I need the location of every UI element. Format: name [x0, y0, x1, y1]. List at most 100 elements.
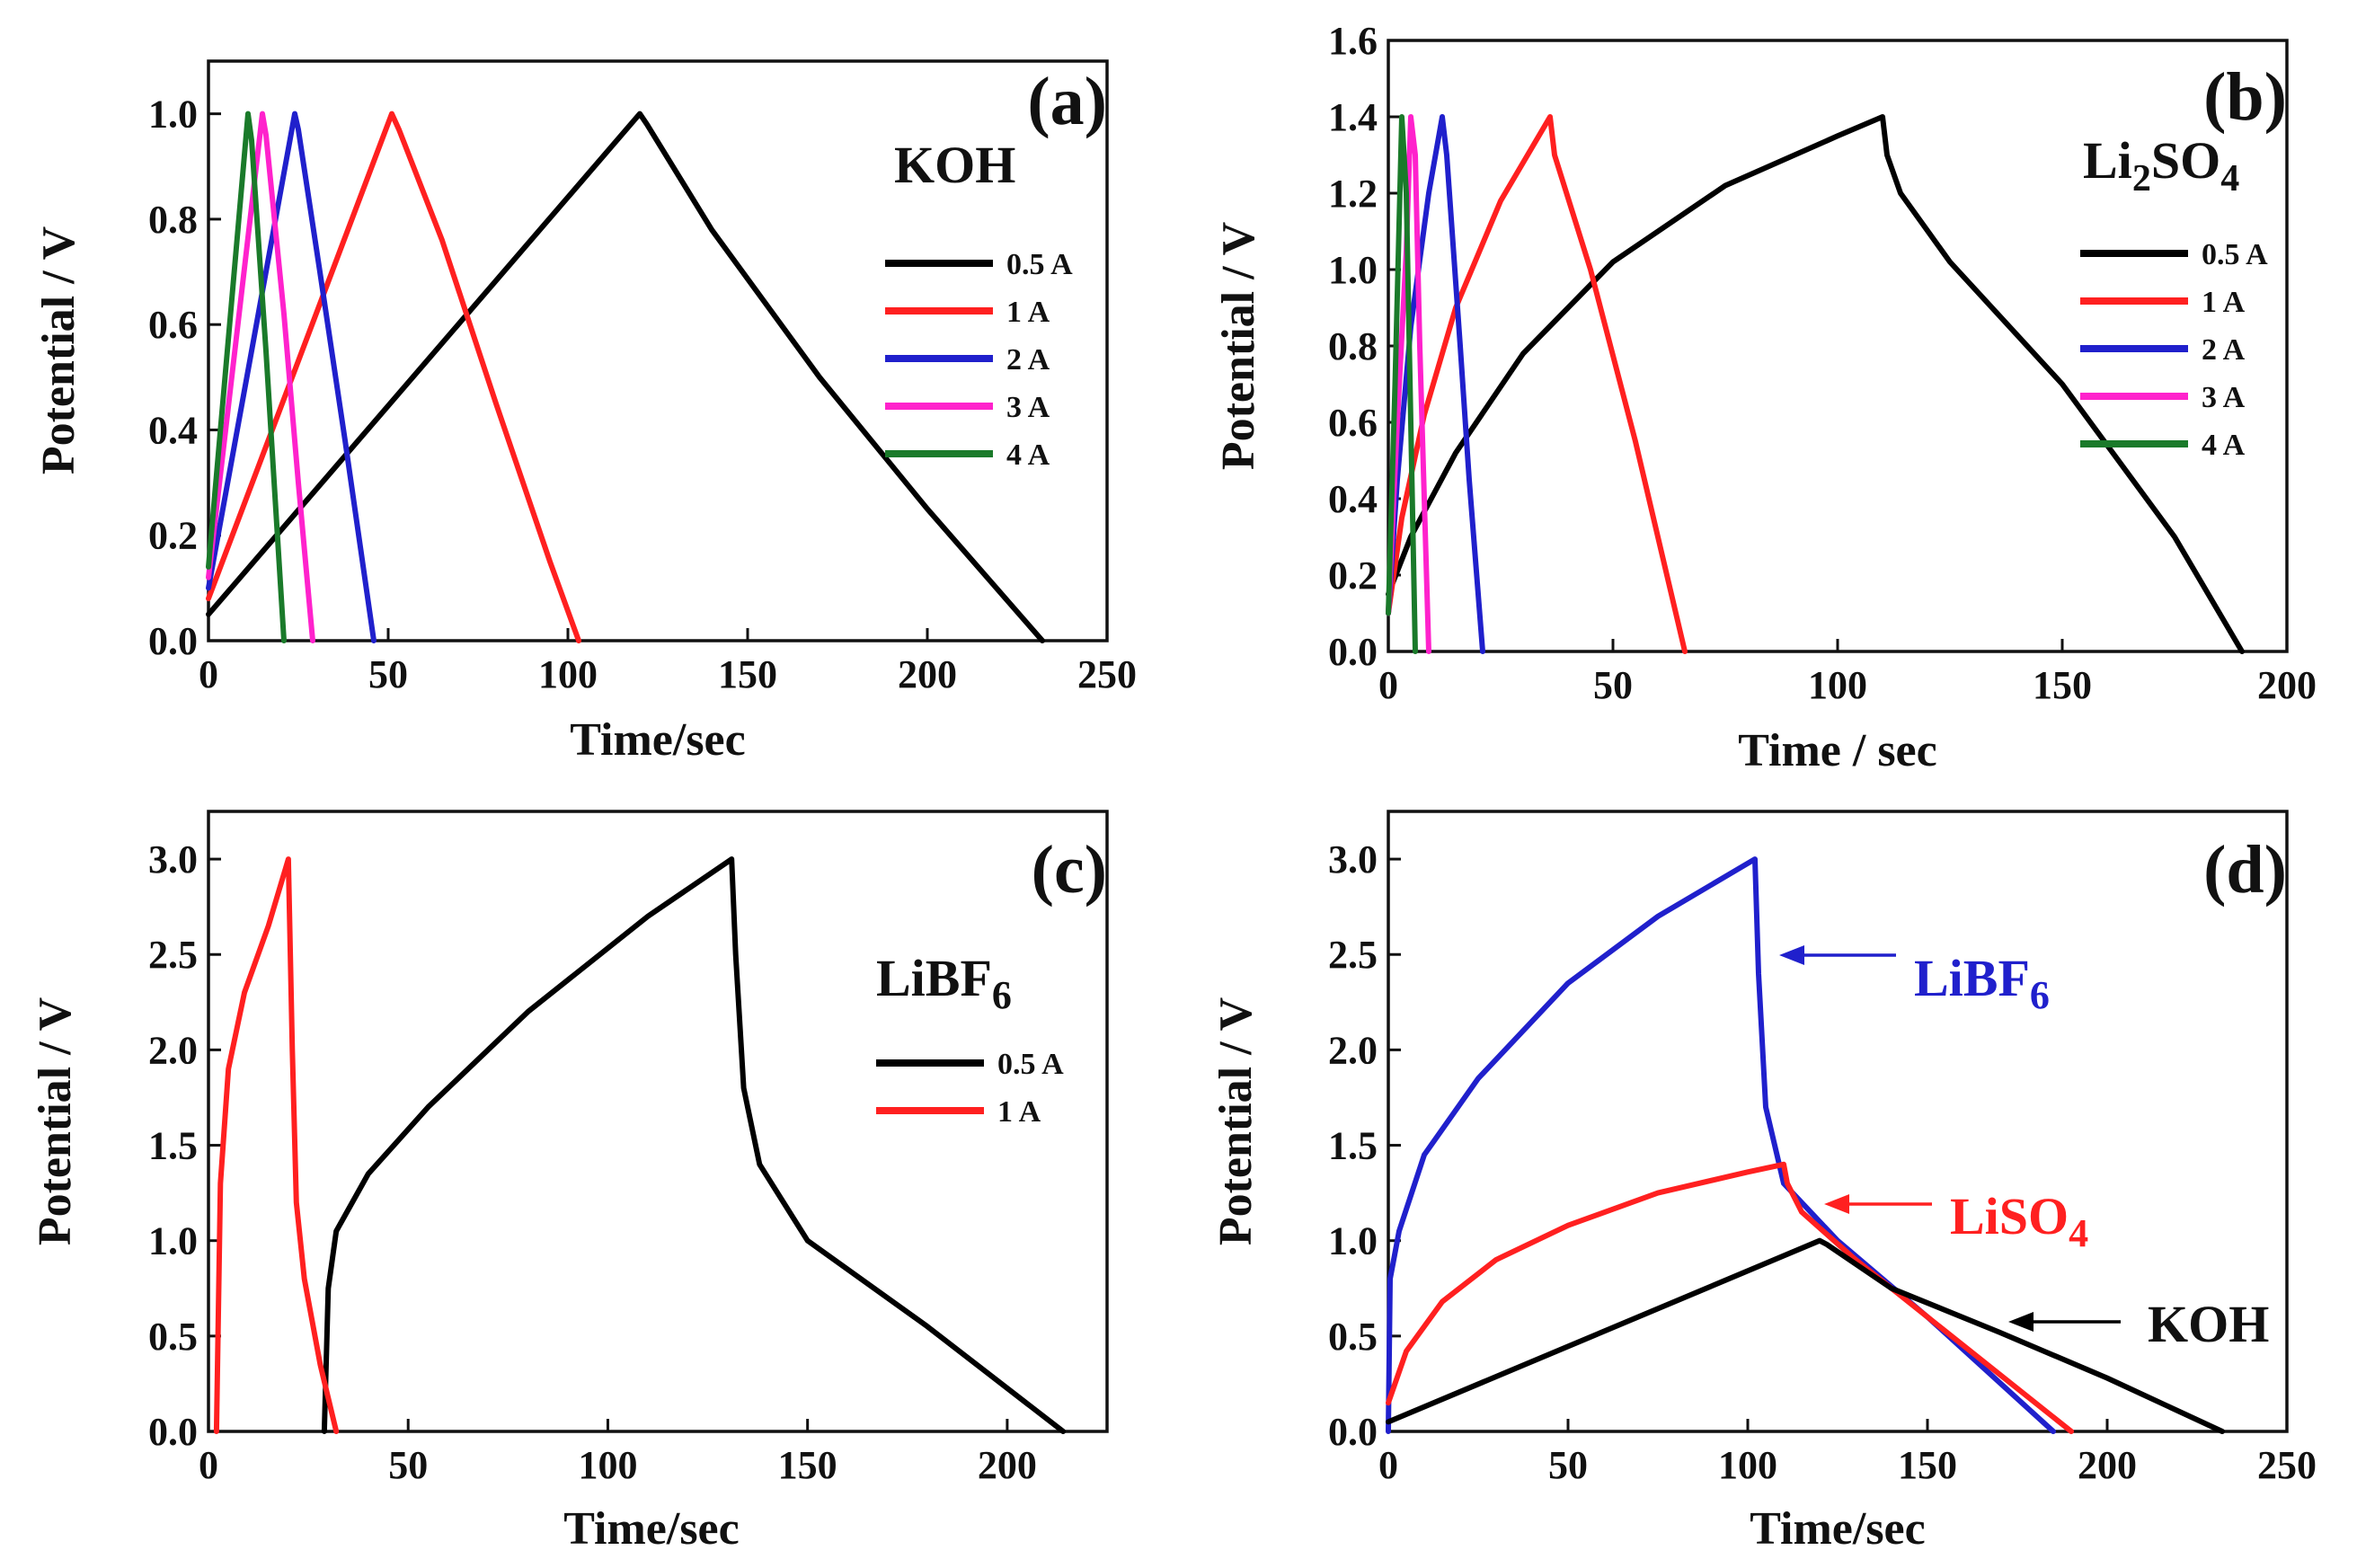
arrow-head-icon: [1779, 945, 1804, 965]
plot-frame: [207, 59, 1109, 642]
legend-label: 2 A: [1006, 343, 1050, 376]
electrolyte-label: Li2SO4: [2083, 131, 2239, 199]
x-axis-title: Time/sec: [1750, 1503, 1925, 1555]
y-tick-label: 0.4: [148, 408, 198, 452]
series-line-0.5a: [321, 856, 1067, 1434]
x-tick-label: 200: [2257, 663, 2317, 707]
legend-label: 0.5 A: [997, 1048, 1064, 1081]
electrolyte-subscript-2: 4: [2220, 158, 2239, 199]
legend-item: 2 A: [2080, 333, 2246, 367]
series-line-2a: [206, 111, 377, 643]
annotation-name: LiSO: [1950, 1187, 2069, 1245]
y-tick-label: 1.2: [1328, 172, 1378, 216]
y-tick-label: 1.6: [1328, 19, 1378, 63]
legend-label: 1 A: [2202, 286, 2246, 319]
x-tick-label: 0: [1378, 1443, 1398, 1487]
y-tick-label: 0.8: [148, 198, 198, 242]
annotation-name: LiBF: [1914, 949, 2030, 1007]
electrolyte-subscript-1: 2: [2132, 158, 2151, 199]
x-tick-label: 250: [2257, 1443, 2317, 1487]
y-tick-labels: 0.0 0.2 0.4 0.6 0.8 1.0 1.2 1.4 1.6: [1328, 19, 1378, 674]
x-axis-title: Time/sec: [570, 714, 745, 766]
legend-label: 1 A: [997, 1095, 1041, 1129]
x-tick-labels: 0 50 100 150 200: [1378, 663, 2317, 707]
electrolyte-name: KOH: [894, 136, 1015, 194]
series-line-0.5a: [1386, 114, 2245, 654]
legend-item: 0.5 A: [885, 248, 1073, 281]
panel-label: (b): [2203, 59, 2287, 135]
panel-label: (a): [1027, 64, 1107, 139]
legend-label: 0.5 A: [2202, 238, 2268, 271]
legend-label: 3 A: [1006, 391, 1050, 424]
plot-frame: [1387, 810, 2289, 1433]
series-line-1a: [213, 856, 340, 1434]
panel-a-chart: 0 50 100 150 200 250 0.0 0.2 0.4 0.6 0.8 1.0 Time/…: [33, 59, 1137, 766]
y-tick-label: 0.0: [1328, 630, 1378, 674]
plot-frame: [207, 810, 1109, 1433]
series-lines: [1386, 114, 2245, 654]
arrow-head-icon: [1824, 1194, 1849, 1214]
panel-c-chart: 0 50 100 150 200 0.0 0.5 1.0 1.5 2.0 2.5 3.0 Time/…: [30, 810, 1109, 1555]
legend-item: 0.5 A: [2080, 238, 2268, 271]
x-tick-label: 150: [1898, 1443, 1957, 1487]
annotation-koh: KOH: [2008, 1295, 2269, 1353]
x-tick-label: 250: [1077, 652, 1137, 696]
series-lines: [1386, 856, 2225, 1434]
series-line-4a: [1386, 114, 1418, 654]
x-axis-title: Time / sec: [1738, 725, 1936, 776]
electrolyte-label: KOH: [894, 136, 1015, 194]
panel-label: (d): [2203, 832, 2287, 908]
legend-item: 3 A: [885, 391, 1050, 424]
annotation-label: LiBF6: [1914, 949, 2050, 1017]
legend-item: 2 A: [885, 343, 1050, 376]
electrolyte-name-part1: Li: [2083, 131, 2132, 190]
annotation-label: KOH: [2148, 1295, 2269, 1353]
annotation-subscript: 6: [2030, 973, 2050, 1017]
series-line-koh: [1386, 1237, 2225, 1434]
y-tick-label: 1.0: [1328, 248, 1378, 292]
legend: 0.5 A 1 A: [876, 1048, 1064, 1129]
y-axis-title: Potential / V: [30, 997, 81, 1245]
x-tick-label: 150: [778, 1443, 837, 1487]
series-line-libf6: [1386, 856, 2056, 1434]
series-line-1a: [206, 111, 581, 643]
arrow-head-icon: [2008, 1312, 2034, 1332]
y-tick-label: 0.4: [1328, 477, 1378, 521]
legend-item: 4 A: [2080, 429, 2246, 462]
x-tick-labels: 0 50 100 150 200 250: [199, 652, 1137, 696]
x-tick-label: 50: [1593, 663, 1633, 707]
x-tick-labels: 0 50 100 150 200: [199, 1443, 1037, 1487]
y-tick-label: 3.0: [148, 837, 198, 881]
y-tick-label: 0.0: [148, 619, 198, 663]
y-tick-label: 2.0: [148, 1028, 198, 1072]
x-tick-label: 0: [199, 1443, 218, 1487]
y-tick-label: 0.8: [1328, 324, 1378, 368]
panel-label: (c): [1032, 832, 1107, 908]
electrolyte-label: LiBF6: [876, 949, 1012, 1017]
series-line-3a: [1386, 114, 1431, 654]
y-tick-label: 0.0: [148, 1410, 198, 1454]
legend-item: 1 A: [885, 296, 1050, 329]
legend-item: 4 A: [885, 439, 1050, 472]
y-tick-labels: 0.0 0.5 1.0 1.5 2.0 2.5 3.0: [1328, 837, 1378, 1454]
y-tick-label: 0.2: [1328, 554, 1378, 598]
y-tick-label: 0.5: [1328, 1315, 1378, 1359]
x-tick-label: 150: [718, 652, 777, 696]
y-tick-label: 1.0: [148, 1219, 198, 1263]
x-tick-label: 50: [368, 652, 408, 696]
legend-item: 0.5 A: [876, 1048, 1064, 1081]
y-tick-label: 0.6: [1328, 401, 1378, 445]
annotation-label: LiSO4: [1950, 1187, 2088, 1255]
y-tick-label: 1.4: [1328, 95, 1378, 139]
y-axis-title: Potential / V: [1210, 997, 1262, 1245]
y-tick-label: 1.0: [1328, 1219, 1378, 1263]
legend-label: 1 A: [1006, 296, 1050, 329]
series-line-2a: [1386, 114, 1485, 654]
legend-label: 0.5 A: [1006, 248, 1073, 281]
electrolyte-subscript: 6: [992, 973, 1012, 1017]
y-tick-labels: 0.0 0.5 1.0 1.5 2.0 2.5 3.0: [148, 837, 198, 1454]
legend-label: 4 A: [1006, 439, 1050, 472]
y-tick-labels: 0.0 0.2 0.4 0.6 0.8 1.0: [148, 93, 198, 663]
y-tick-label: 2.5: [1328, 933, 1378, 977]
panel-b-chart: 0 50 100 150 200 0.0 0.2 0.4 0.6 0.8 1.0 1.2 1.4 1.6…: [1213, 19, 2317, 776]
